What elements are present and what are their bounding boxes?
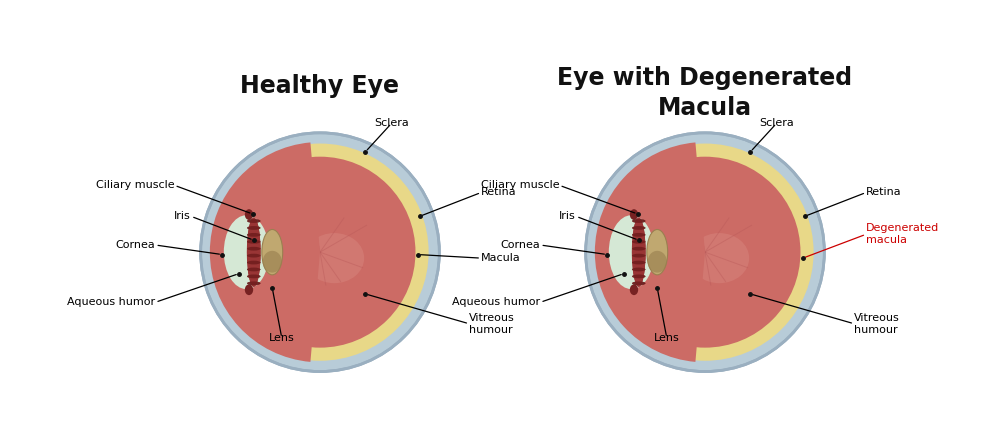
Ellipse shape [247, 254, 260, 258]
Text: Degenerated
macula: Degenerated macula [866, 223, 939, 245]
Ellipse shape [247, 268, 260, 271]
Ellipse shape [247, 247, 260, 251]
Ellipse shape [632, 281, 645, 285]
Ellipse shape [224, 215, 269, 289]
Ellipse shape [632, 275, 645, 278]
Ellipse shape [630, 209, 638, 220]
Ellipse shape [304, 233, 364, 283]
Ellipse shape [632, 217, 646, 287]
Text: Sclera: Sclera [374, 118, 409, 128]
Text: Lens: Lens [654, 333, 680, 343]
Ellipse shape [632, 261, 645, 265]
Ellipse shape [247, 240, 260, 244]
Text: Vitreous
humour: Vitreous humour [469, 313, 515, 335]
Ellipse shape [247, 217, 261, 287]
Ellipse shape [245, 209, 253, 220]
Ellipse shape [632, 275, 645, 278]
Ellipse shape [247, 254, 260, 258]
Ellipse shape [247, 226, 260, 230]
Ellipse shape [247, 275, 260, 278]
Circle shape [201, 133, 439, 372]
Text: Aqueous humor: Aqueous humor [67, 297, 155, 307]
Circle shape [211, 144, 429, 361]
Ellipse shape [247, 240, 260, 244]
Circle shape [596, 144, 814, 361]
Text: Vitreous
humour: Vitreous humour [854, 313, 900, 335]
Text: Macula: Macula [481, 253, 521, 263]
Ellipse shape [247, 219, 260, 223]
Ellipse shape [247, 281, 260, 285]
Ellipse shape [632, 217, 646, 287]
Text: Retina: Retina [866, 187, 902, 197]
Ellipse shape [262, 229, 283, 275]
Text: Cornea: Cornea [116, 240, 155, 250]
Text: Iris: Iris [559, 211, 576, 221]
Ellipse shape [632, 219, 645, 223]
Ellipse shape [632, 247, 645, 251]
Text: Aqueous humor: Aqueous humor [452, 297, 540, 307]
Ellipse shape [247, 261, 260, 265]
Ellipse shape [632, 226, 645, 230]
Ellipse shape [632, 219, 645, 223]
Text: Eye with Degenerated
Macula: Eye with Degenerated Macula [557, 66, 853, 120]
Ellipse shape [632, 254, 645, 258]
Circle shape [225, 157, 415, 348]
Ellipse shape [632, 233, 645, 237]
Ellipse shape [632, 247, 645, 251]
Ellipse shape [632, 233, 645, 237]
Text: Sclera: Sclera [759, 118, 794, 128]
Ellipse shape [247, 217, 261, 287]
Ellipse shape [609, 215, 654, 289]
Circle shape [586, 133, 824, 372]
Text: Healthy Eye: Healthy Eye [240, 74, 400, 97]
Ellipse shape [247, 226, 260, 230]
Ellipse shape [632, 226, 645, 230]
Text: Cornea: Cornea [501, 240, 540, 250]
Wedge shape [595, 142, 705, 362]
Text: Ciliary muscle: Ciliary muscle [96, 180, 174, 191]
Ellipse shape [247, 281, 260, 285]
Ellipse shape [263, 251, 282, 273]
Ellipse shape [632, 268, 645, 271]
Ellipse shape [632, 281, 645, 285]
Text: Ciliary muscle: Ciliary muscle [481, 180, 559, 191]
Ellipse shape [648, 251, 667, 273]
Ellipse shape [632, 254, 645, 258]
Ellipse shape [632, 261, 645, 265]
Ellipse shape [632, 268, 645, 271]
Ellipse shape [247, 219, 260, 223]
Ellipse shape [247, 261, 260, 265]
Text: Retina: Retina [481, 187, 517, 197]
Wedge shape [210, 142, 320, 362]
Ellipse shape [247, 233, 260, 237]
Text: Iris: Iris [174, 211, 191, 221]
Ellipse shape [647, 229, 668, 275]
Ellipse shape [247, 275, 260, 278]
Ellipse shape [245, 284, 253, 295]
Ellipse shape [632, 240, 645, 244]
Ellipse shape [630, 284, 638, 295]
Ellipse shape [689, 233, 749, 283]
Ellipse shape [247, 268, 260, 271]
Ellipse shape [247, 233, 260, 237]
Circle shape [610, 157, 800, 348]
Ellipse shape [247, 247, 260, 251]
Ellipse shape [632, 240, 645, 244]
Text: Lens: Lens [269, 333, 295, 343]
